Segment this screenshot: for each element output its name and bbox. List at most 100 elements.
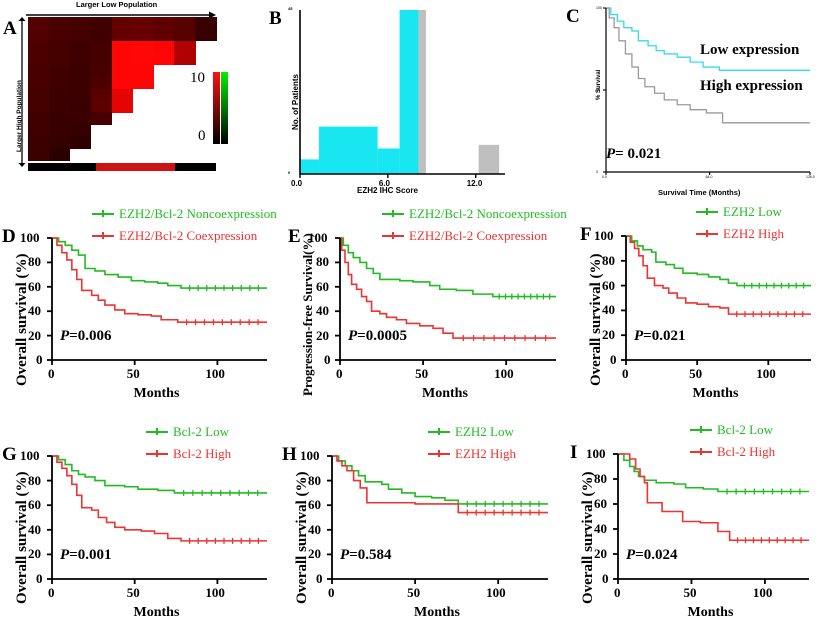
- survival-curve: [618, 453, 809, 542]
- panelD-ytick-label: 60: [28, 278, 41, 294]
- panelE-label: E: [288, 226, 301, 247]
- panelG-ytick-label: 0: [36, 571, 43, 586]
- panelH-ytick-label: 40: [308, 521, 321, 537]
- heatmap-cell: [48, 88, 71, 102]
- panelI-xtick-label: 0: [614, 585, 621, 600]
- panelD-pvalue: P=0.006: [60, 328, 111, 345]
- legend-label: Bcl-2 Low: [173, 424, 229, 439]
- heatmap-cell: [28, 148, 50, 161]
- panel-b-ytick-label: 0: [288, 170, 291, 175]
- panelE-xtick-label: 0: [336, 366, 343, 381]
- histogram-bar: [418, 10, 426, 174]
- panelG-ytick-label: 100: [20, 448, 40, 463]
- panelG-ytick-label: 40: [28, 521, 41, 537]
- panelE-pvalue: P=0.0005: [348, 328, 407, 345]
- heatmap-cell: [69, 136, 92, 149]
- heatmap-cell: [111, 17, 134, 30]
- panelD-ytick-label: 40: [28, 303, 41, 319]
- panel-a-label: A: [3, 18, 17, 39]
- panelH-ytick-label: 100: [300, 448, 320, 463]
- colorbar-red-gradient: [213, 72, 220, 144]
- colorbar-max-label: 10: [190, 70, 205, 86]
- panelG-xtick-label: 50: [126, 585, 140, 600]
- panelD-ytick-label: 100: [20, 230, 40, 245]
- heatmap-cell: [28, 40, 50, 54]
- heatmap-cell: [28, 28, 50, 42]
- heatmap-cell: [90, 17, 113, 30]
- histogram-bar: [377, 148, 400, 174]
- survival-curve: [52, 455, 267, 542]
- panelF-ytick-label: 40: [602, 302, 615, 318]
- panelG-xtick-label: 100: [205, 585, 225, 600]
- panelG-ytick-label: 20: [28, 546, 41, 562]
- panelE-ytick-label: 100: [308, 230, 328, 245]
- legend-censor-tick: [156, 450, 158, 457]
- heatmap-cell: [28, 136, 50, 149]
- survival-curve: [340, 237, 556, 339]
- survival-curve: [52, 237, 267, 323]
- legend-censor-tick: [102, 210, 104, 217]
- heatmap-cell: [28, 64, 50, 78]
- legend-censor-tick: [700, 448, 702, 455]
- heatmap-cell: [69, 88, 92, 102]
- panelI-xtick-label: 100: [752, 585, 773, 600]
- legend-label: Bcl-2 High: [173, 446, 232, 461]
- legend-label: EZH2 High: [455, 446, 517, 461]
- panelI-ytick-label: 20: [594, 546, 607, 561]
- panelF-pvalue: P=0.021: [634, 328, 685, 345]
- heatmap-cell: [48, 100, 71, 113]
- panel-c-xtick-label: 0.0: [602, 175, 607, 179]
- heatmap-cell: [69, 40, 92, 54]
- panel-h: H Overall survival (%) Months 0 20 40 60 80 100 0…: [278, 418, 568, 635]
- heatmap-cell: [28, 76, 50, 90]
- panelE-ytick-label: 0: [324, 352, 331, 367]
- panelF-ytick-label: 20: [602, 327, 615, 343]
- panel-b-plot: [299, 10, 505, 178]
- panelI-ytick-label: 100: [586, 446, 606, 461]
- panelF-ytick-label: 60: [602, 277, 615, 293]
- heatmap-cell: [69, 124, 92, 137]
- panel-c-annotation-high: High expression: [700, 78, 803, 94]
- panel-i: I Overall survival (%) Months 0 20 40 60 80 100 0…: [568, 418, 825, 635]
- legend-censor-tick: [438, 450, 440, 457]
- panelG-xlabel: Months: [133, 605, 180, 620]
- heatmap-cell: [111, 64, 134, 78]
- histogram-bar: [319, 126, 378, 174]
- survival-curve: [626, 235, 811, 287]
- panel-c-label: C: [566, 6, 580, 27]
- panelI-label: I: [570, 442, 578, 463]
- colorbar-min-label: 0: [198, 128, 206, 144]
- panelE-ytick-label: 60: [316, 278, 329, 294]
- panelD-xtick-label: 100: [205, 366, 225, 381]
- heatmap-cell: [69, 112, 92, 125]
- panelH-ytick-label: 20: [308, 546, 321, 562]
- panelI-xtick-label: 50: [683, 585, 697, 600]
- panelD-label: D: [2, 226, 16, 247]
- panel-c-pvalue: P= 0.021: [606, 146, 661, 163]
- heatmap-cell: [195, 28, 217, 42]
- legend-censor-tick: [156, 428, 158, 435]
- heatmap-cell: [111, 28, 134, 42]
- panel-b: B No. of Patients EZH2 IHC Score 0.0 6.0 1…: [265, 0, 510, 205]
- survival-curve: [332, 455, 548, 514]
- legend-label: Bcl-2 Low: [717, 422, 773, 437]
- heatmap-grid: [28, 17, 217, 161]
- panelF-pvalue-symbol: P: [634, 328, 644, 344]
- panelD-ytick-label: 20: [28, 327, 41, 343]
- heatmap-cell: [28, 100, 50, 113]
- heatmap-cell: [28, 17, 50, 30]
- survival-curve: [618, 453, 809, 493]
- panel-c-pvalue-value: = 0.021: [615, 146, 662, 162]
- panelF-xtick-label: 0: [622, 366, 629, 381]
- heatmap-cell: [132, 76, 154, 90]
- panel-a-top-arrow-label: Larger Low Population: [76, 0, 158, 9]
- panelI-pvalue-symbol: P: [626, 547, 636, 563]
- survival-curve: [52, 455, 267, 494]
- panelI-ytick-label: 60: [594, 496, 607, 511]
- panel-b-xtick-label: 6.0: [378, 179, 390, 188]
- legend-label: EZH2 High: [723, 226, 785, 241]
- panel-a-top-arrow-icon: [26, 11, 216, 19]
- panelD-ytick-label: 0: [36, 352, 43, 367]
- heatmap-cell: [48, 148, 71, 161]
- panelD-xtick-label: 0: [48, 366, 55, 381]
